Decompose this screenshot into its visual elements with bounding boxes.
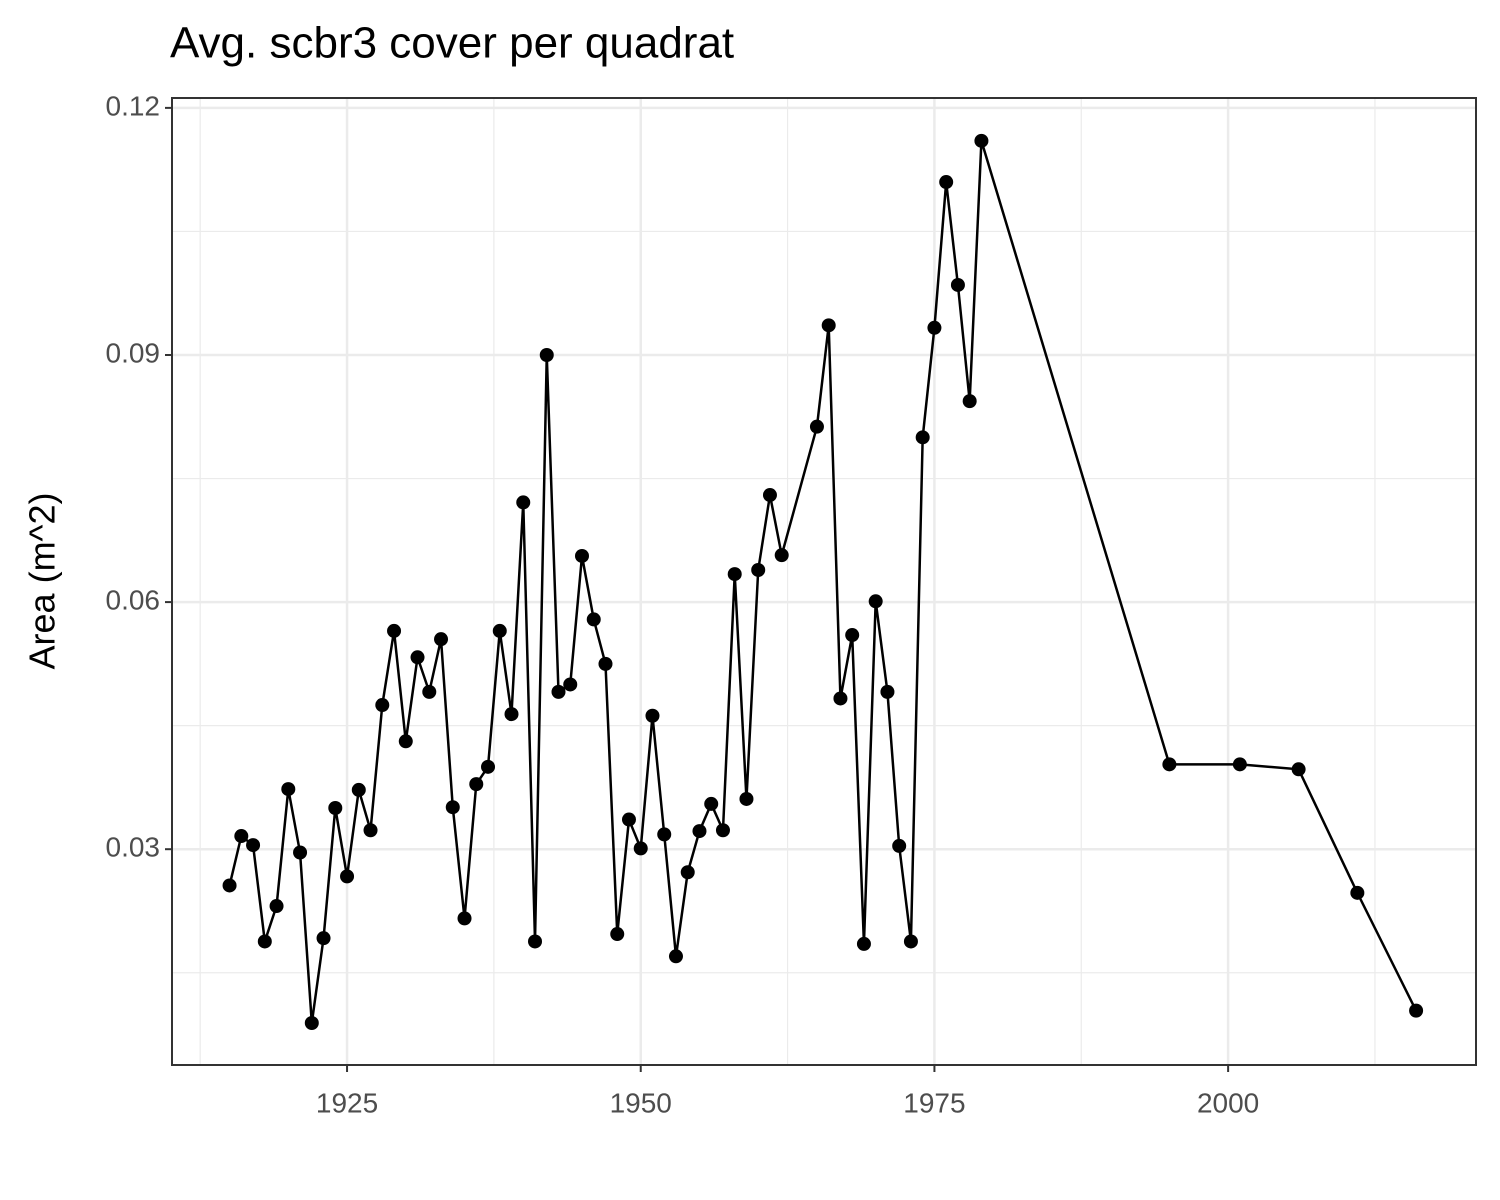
point <box>551 684 566 699</box>
point <box>398 734 413 749</box>
point <box>915 430 930 445</box>
point <box>621 812 636 827</box>
point <box>304 1015 319 1030</box>
point <box>1232 757 1247 772</box>
point <box>574 548 589 563</box>
point <box>1350 885 1365 900</box>
y-tick-label: 0.06 <box>106 584 161 615</box>
point <box>481 759 496 774</box>
point <box>457 911 472 926</box>
point <box>633 841 648 856</box>
point <box>563 677 578 692</box>
point <box>469 777 484 792</box>
point <box>610 927 625 942</box>
point <box>903 934 918 949</box>
point <box>668 949 683 964</box>
point <box>892 838 907 853</box>
point <box>246 838 261 853</box>
point <box>1409 1003 1424 1018</box>
point <box>340 869 355 884</box>
point <box>715 823 730 838</box>
point <box>809 419 824 434</box>
point <box>328 801 343 816</box>
point <box>727 567 742 582</box>
point <box>269 899 284 914</box>
point <box>410 650 425 665</box>
point <box>962 394 977 409</box>
point <box>845 628 860 643</box>
y-tick-label: 0.12 <box>106 90 161 121</box>
point <box>422 684 437 699</box>
y-tick-label: 0.03 <box>106 832 161 863</box>
point <box>516 495 531 510</box>
point <box>657 827 672 842</box>
point <box>257 934 272 949</box>
point <box>492 623 507 638</box>
point <box>1162 757 1177 772</box>
point <box>692 824 707 839</box>
point <box>504 707 519 722</box>
point <box>434 632 449 647</box>
point <box>586 612 601 627</box>
point <box>774 548 789 563</box>
point <box>363 823 378 838</box>
point <box>833 691 848 706</box>
point <box>704 796 719 811</box>
panel-border <box>171 97 1477 1066</box>
point <box>739 791 754 806</box>
x-tick-label: 1950 <box>610 1087 672 1118</box>
point <box>281 782 296 797</box>
point <box>528 934 543 949</box>
y-tick-label: 0.09 <box>106 337 161 368</box>
point <box>856 936 871 951</box>
point <box>375 698 390 713</box>
point <box>316 931 331 946</box>
point <box>821 318 836 333</box>
point <box>762 488 777 503</box>
point <box>445 800 460 815</box>
point <box>927 320 942 335</box>
point <box>351 782 366 797</box>
chart-title: Avg. scbr3 cover per quadrat <box>170 19 734 68</box>
x-tick-label: 1925 <box>316 1087 378 1118</box>
point <box>950 277 965 292</box>
point <box>293 845 308 860</box>
point <box>939 175 954 190</box>
x-tick-label: 1975 <box>903 1087 965 1118</box>
point <box>1291 762 1306 777</box>
point <box>880 684 895 699</box>
point <box>868 594 883 609</box>
point <box>751 562 766 577</box>
point <box>645 708 660 723</box>
point <box>598 656 613 671</box>
point <box>680 865 695 880</box>
point <box>234 829 249 844</box>
point <box>974 133 989 148</box>
line <box>228 140 1418 1024</box>
x-tick-label: 2000 <box>1197 1087 1259 1118</box>
y-axis-label: Area (m^2) <box>22 493 63 670</box>
point <box>222 878 237 893</box>
point <box>387 623 402 638</box>
point <box>539 347 554 362</box>
